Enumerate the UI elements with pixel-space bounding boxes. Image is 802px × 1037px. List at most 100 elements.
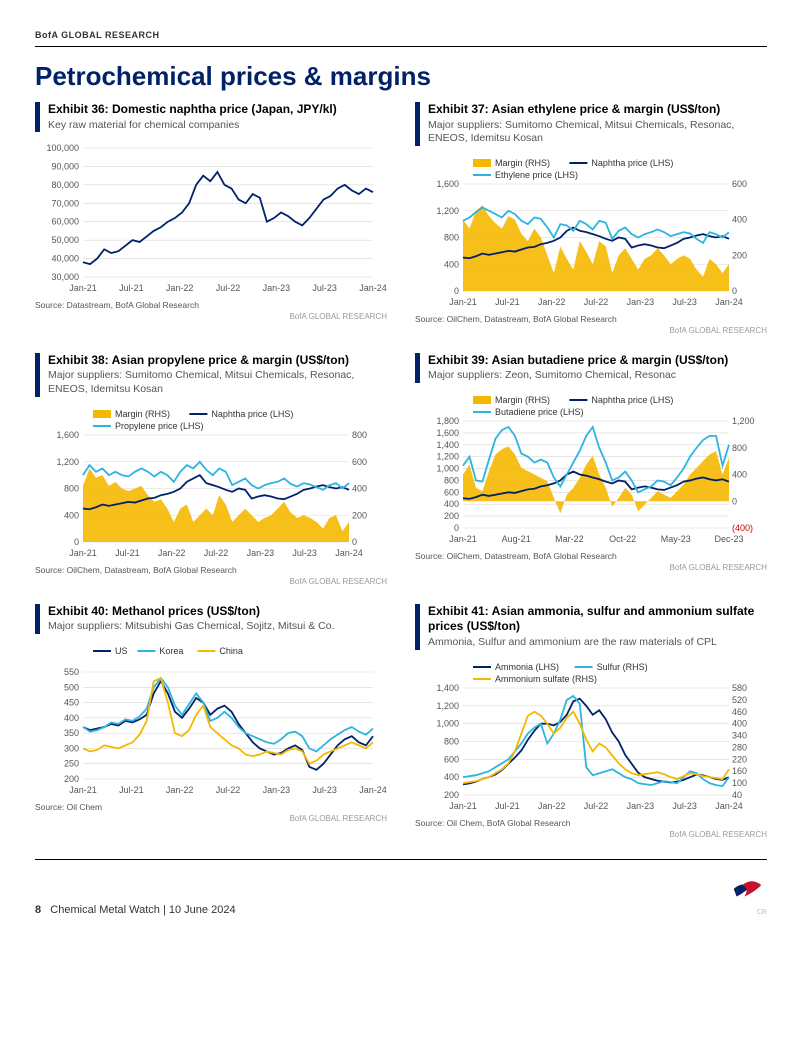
exhibit-subtitle: Major suppliers: Zeon, Sumitomo Chemical… [428, 369, 767, 383]
svg-text:Korea: Korea [159, 646, 183, 656]
svg-text:600: 600 [352, 457, 367, 467]
svg-text:400: 400 [732, 718, 747, 728]
svg-text:0: 0 [74, 537, 79, 547]
cr-label: CR [729, 909, 767, 916]
svg-text:400: 400 [732, 470, 747, 480]
exhibit-subtitle: Major suppliers: Sumitomo Chemical, Mits… [428, 119, 767, 146]
svg-text:Margin (RHS): Margin (RHS) [115, 409, 170, 419]
svg-text:Jan-21: Jan-21 [69, 283, 97, 293]
svg-text:Butadiene price (LHS): Butadiene price (LHS) [495, 407, 584, 417]
svg-text:Naphtha price (LHS): Naphtha price (LHS) [591, 395, 673, 405]
svg-text:1,400: 1,400 [436, 683, 459, 693]
svg-text:Jan-21: Jan-21 [449, 534, 477, 544]
svg-text:Jan-21: Jan-21 [69, 548, 97, 558]
svg-text:450: 450 [64, 698, 79, 708]
svg-text:520: 520 [732, 694, 747, 704]
svg-text:350: 350 [64, 728, 79, 738]
svg-text:Jul-21: Jul-21 [115, 548, 140, 558]
svg-text:400: 400 [444, 499, 459, 509]
brand-small: BofA GLOBAL RESEARCH [415, 563, 767, 572]
svg-text:Sulfur (RHS): Sulfur (RHS) [597, 662, 648, 672]
svg-text:70,000: 70,000 [51, 199, 79, 209]
exhibit-title: Exhibit 41: Asian ammonia, sulfur and am… [428, 604, 767, 635]
chart-e39: 02004006008001,0001,2001,4001,6001,800(4… [415, 391, 767, 546]
svg-text:1,200: 1,200 [436, 206, 459, 216]
svg-text:400: 400 [732, 215, 747, 225]
source-text: Source: OilChem, Datastream, BofA Global… [35, 565, 387, 575]
svg-text:May-23: May-23 [661, 534, 691, 544]
svg-text:Dec-23: Dec-23 [714, 534, 743, 544]
svg-text:800: 800 [64, 483, 79, 493]
svg-text:Jul-21: Jul-21 [495, 801, 520, 811]
svg-text:300: 300 [64, 743, 79, 753]
svg-text:Jul-23: Jul-23 [312, 785, 337, 795]
svg-text:40: 40 [732, 790, 742, 800]
brand-small: BofA GLOBAL RESEARCH [35, 312, 387, 321]
svg-text:200: 200 [352, 510, 367, 520]
svg-text:Jul-23: Jul-23 [672, 297, 697, 307]
svg-text:Jul-23: Jul-23 [672, 801, 697, 811]
svg-text:Jan-24: Jan-24 [335, 548, 363, 558]
svg-text:Oct-22: Oct-22 [609, 534, 636, 544]
svg-text:800: 800 [352, 430, 367, 440]
svg-text:Naphtha price (LHS): Naphtha price (LHS) [591, 158, 673, 168]
svg-text:Jan-24: Jan-24 [359, 785, 387, 795]
brand-small: BofA GLOBAL RESEARCH [415, 326, 767, 335]
svg-text:Jan-23: Jan-23 [627, 801, 655, 811]
svg-text:0: 0 [454, 523, 459, 533]
svg-text:1,000: 1,000 [436, 464, 459, 474]
svg-text:Ammonia (LHS): Ammonia (LHS) [495, 662, 559, 672]
svg-text:1,000: 1,000 [436, 718, 459, 728]
svg-text:Aug-21: Aug-21 [502, 534, 531, 544]
page-number: 8 Chemical Metal Watch | 10 June 2024 [35, 904, 236, 916]
svg-text:400: 400 [64, 510, 79, 520]
exhibit-subtitle: Key raw material for chemical companies [48, 119, 387, 133]
svg-text:US: US [115, 646, 128, 656]
svg-text:Jul-23: Jul-23 [292, 548, 317, 558]
svg-text:800: 800 [444, 476, 459, 486]
svg-text:600: 600 [444, 754, 459, 764]
svg-text:800: 800 [444, 736, 459, 746]
exhibit-37: Exhibit 37: Asian ethylene price & margi… [415, 102, 767, 335]
svg-text:1,400: 1,400 [436, 440, 459, 450]
svg-text:1,200: 1,200 [436, 700, 459, 710]
exhibit-38: Exhibit 38: Asian propylene price & marg… [35, 353, 387, 586]
svg-text:Jul-21: Jul-21 [495, 297, 520, 307]
svg-text:30,000: 30,000 [51, 272, 79, 282]
svg-text:Ammonium sulfate (RHS): Ammonium sulfate (RHS) [495, 674, 597, 684]
svg-text:Jul-21: Jul-21 [119, 283, 144, 293]
svg-text:580: 580 [732, 683, 747, 693]
chart-e40: 200250300350400450500550Jan-21Jul-21Jan-… [35, 642, 387, 797]
svg-text:50,000: 50,000 [51, 235, 79, 245]
exhibit-subtitle: Major suppliers: Sumitomo Chemical, Mits… [48, 369, 387, 396]
svg-text:Jan-24: Jan-24 [359, 283, 387, 293]
svg-text:0: 0 [732, 286, 737, 296]
svg-text:1,600: 1,600 [436, 179, 459, 189]
page-title: Petrochemical prices & margins [35, 61, 767, 92]
svg-text:400: 400 [64, 713, 79, 723]
svg-text:460: 460 [732, 706, 747, 716]
svg-text:1,800: 1,800 [436, 416, 459, 426]
svg-text:Jul-22: Jul-22 [584, 297, 609, 307]
svg-text:200: 200 [444, 790, 459, 800]
svg-text:Jan-21: Jan-21 [449, 801, 477, 811]
svg-text:1,200: 1,200 [732, 416, 755, 426]
chart-e37: 04008001,2001,6000200400600Jan-21Jul-21J… [415, 154, 767, 309]
brand-small: BofA GLOBAL RESEARCH [35, 814, 387, 823]
svg-text:400: 400 [444, 259, 459, 269]
exhibit-36: Exhibit 36: Domestic naphtha price (Japa… [35, 102, 387, 335]
exhibit-title: Exhibit 36: Domestic naphtha price (Japa… [48, 102, 387, 118]
source-text: Source: Datastream, BofA Global Research [35, 300, 387, 310]
svg-text:(400): (400) [732, 523, 753, 533]
svg-text:0: 0 [732, 496, 737, 506]
svg-text:Ethylene price (LHS): Ethylene price (LHS) [495, 170, 578, 180]
svg-text:Jul-22: Jul-22 [584, 801, 609, 811]
svg-text:160: 160 [732, 766, 747, 776]
svg-text:500: 500 [64, 682, 79, 692]
source-text: Source: OilChem, Datastream, BofA Global… [415, 551, 767, 561]
svg-text:Jan-22: Jan-22 [166, 283, 194, 293]
svg-text:100: 100 [732, 778, 747, 788]
svg-text:Jul-22: Jul-22 [204, 548, 229, 558]
svg-text:80,000: 80,000 [51, 180, 79, 190]
svg-text:40,000: 40,000 [51, 254, 79, 264]
